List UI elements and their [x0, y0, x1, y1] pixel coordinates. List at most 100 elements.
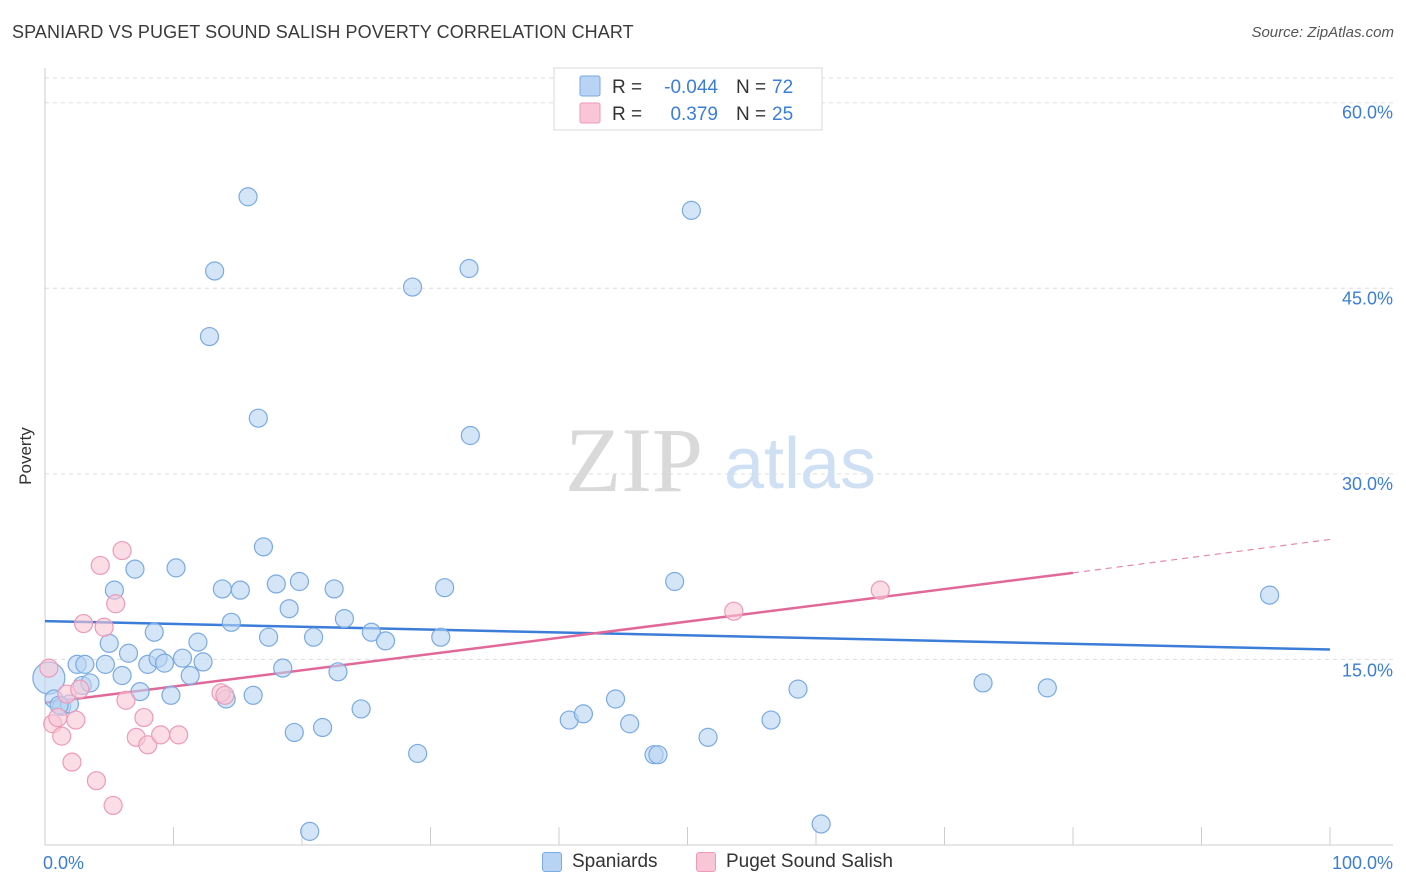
- point-spaniards: [230, 580, 250, 600]
- point-spaniards: [154, 653, 175, 673]
- legend-n-value-2: 25: [772, 104, 793, 125]
- point-spaniards: [408, 743, 428, 764]
- trend-line-puget-extension: [1072, 538, 1331, 574]
- point-puget: [151, 725, 171, 745]
- point-spaniards: [99, 633, 119, 653]
- trend-lines: [44, 538, 1331, 704]
- data-points: [32, 187, 1280, 841]
- point-puget: [116, 690, 136, 710]
- point-spaniards: [698, 727, 718, 747]
- point-spaniards: [1260, 585, 1280, 605]
- point-spaniards: [221, 612, 241, 632]
- legend-r-value-2: 0.379: [670, 104, 718, 125]
- chart-title: SPANIARD VS PUGET SOUND SALISH POVERTY C…: [12, 22, 634, 42]
- gridlines: [45, 77, 1393, 660]
- point-spaniards: [253, 537, 274, 557]
- point-spaniards: [279, 599, 299, 619]
- legend-label-puget: Puget Sound Salish: [726, 851, 893, 872]
- legend-n-label-1: N =: [736, 77, 766, 98]
- point-spaniards: [172, 648, 193, 668]
- watermark-zip: ZIP: [565, 409, 703, 511]
- point-spaniards: [118, 643, 139, 663]
- point-spaniards: [605, 689, 626, 709]
- point-spaniards: [303, 627, 324, 647]
- legend-r-label-1: R =: [612, 77, 642, 98]
- point-puget: [138, 735, 158, 755]
- point-spaniards: [328, 662, 348, 682]
- point-puget: [73, 613, 94, 634]
- point-spaniards: [273, 658, 293, 678]
- point-spaniards: [112, 665, 132, 686]
- point-spaniards: [460, 425, 480, 446]
- legend-label-spaniards: Spaniards: [572, 851, 658, 872]
- point-spaniards: [289, 571, 310, 592]
- x-tick-label: 0.0%: [43, 853, 84, 873]
- point-spaniards: [761, 710, 781, 730]
- point-spaniards: [375, 631, 396, 651]
- point-spaniards: [284, 722, 304, 743]
- x-tick-label: 100.0%: [1332, 853, 1393, 873]
- y-tick-label: 15.0%: [1342, 660, 1393, 680]
- point-spaniards: [130, 681, 150, 702]
- y-tick-label: 45.0%: [1342, 288, 1393, 308]
- y-tick-label: 60.0%: [1342, 103, 1393, 123]
- point-spaniards: [312, 717, 333, 738]
- point-spaniards: [681, 200, 701, 220]
- point-spaniards: [402, 277, 423, 297]
- legend-swatch-puget-bottom: [696, 852, 716, 872]
- legend-swatch-puget: [579, 102, 601, 124]
- legend-box: R = -0.044 N = 72 R = 0.379 N = 25: [553, 67, 823, 131]
- point-spaniards: [435, 578, 455, 598]
- trend-line-spaniards: [44, 619, 1331, 651]
- watermark: ZIP atlas: [565, 409, 876, 511]
- point-puget: [724, 601, 744, 621]
- point-spaniards: [205, 261, 225, 281]
- legend-swatch-spaniards: [579, 75, 601, 97]
- point-puget: [106, 594, 126, 614]
- point-spaniards: [334, 609, 355, 629]
- point-puget: [66, 710, 86, 730]
- point-spaniards: [238, 187, 258, 207]
- legend-r-label-2: R =: [612, 104, 642, 125]
- legend-n-value-1: 72: [772, 77, 793, 98]
- point-puget: [169, 725, 189, 745]
- point-spaniards: [248, 408, 268, 428]
- point-spaniards: [300, 821, 320, 841]
- point-puget: [86, 771, 107, 791]
- point-spaniards: [351, 699, 371, 719]
- point-spaniards: [166, 558, 186, 578]
- point-puget: [48, 707, 68, 728]
- axes: [44, 68, 1393, 846]
- point-spaniards: [193, 652, 213, 672]
- point-spaniards: [161, 685, 181, 705]
- point-spaniards: [199, 326, 220, 347]
- point-spaniards: [144, 622, 164, 642]
- point-spaniards: [361, 622, 381, 642]
- point-spaniards: [665, 571, 685, 592]
- point-puget: [70, 679, 90, 699]
- point-spaniards: [324, 579, 344, 599]
- y-tick-label: 30.0%: [1342, 474, 1393, 494]
- point-puget: [103, 795, 123, 816]
- point-spaniards: [243, 685, 263, 705]
- point-puget: [112, 540, 132, 561]
- point-spaniards: [620, 714, 640, 734]
- point-spaniards: [573, 704, 594, 724]
- point-spaniards: [125, 559, 145, 579]
- point-spaniards: [95, 654, 115, 674]
- source-label: Source: ZipAtlas.com: [1251, 24, 1394, 41]
- bottom-legend: Spaniards Puget Sound Salish: [0, 851, 1406, 877]
- point-spaniards: [75, 654, 95, 674]
- point-spaniards: [212, 579, 232, 599]
- point-puget: [215, 685, 235, 705]
- point-spaniards: [431, 627, 451, 647]
- point-puget: [39, 658, 59, 678]
- point-puget: [134, 707, 154, 728]
- point-spaniards: [188, 632, 208, 652]
- watermark-atlas: atlas: [724, 424, 876, 504]
- point-puget: [52, 726, 72, 746]
- point-spaniards: [180, 665, 200, 686]
- point-spaniards: [648, 745, 668, 765]
- point-puget: [94, 617, 114, 637]
